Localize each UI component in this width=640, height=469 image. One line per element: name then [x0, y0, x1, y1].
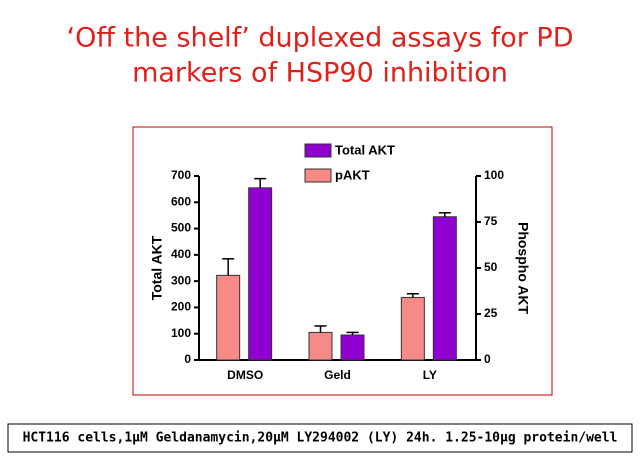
y-tick-label: 0 — [184, 352, 191, 366]
y2-tick-label: 50 — [484, 260, 498, 274]
bar — [248, 187, 273, 361]
x-tick-label: Geld — [324, 368, 351, 382]
y-tick-label: 400 — [171, 247, 191, 261]
x-tick-label: DMSO — [227, 368, 263, 382]
footnote: HCT116 cells,1µM Geldanamycin,20µM LY294… — [23, 431, 618, 446]
footnote-box — [7, 423, 633, 453]
y2-tick-label: 75 — [484, 214, 498, 228]
legend-swatch — [304, 143, 332, 158]
y2-tick-label: 25 — [484, 306, 498, 320]
y-tick-label: 500 — [171, 221, 191, 235]
y2-axis-label: Phospho AKT — [515, 222, 531, 314]
legend-swatch — [304, 168, 332, 183]
y-tick-label: 700 — [171, 168, 191, 182]
bar — [340, 334, 365, 361]
legend-label: pAKT — [335, 167, 370, 182]
chart: 0 100 200 300 400 500 600 700 0 25 50 75 100 Total AK… — [149, 142, 532, 382]
bar — [216, 274, 241, 361]
legend-label: Total AKT — [335, 142, 395, 157]
y2-tick-label: 0 — [484, 352, 491, 366]
y-tick-label: 300 — [171, 273, 191, 287]
bar — [400, 296, 425, 361]
bar — [308, 331, 333, 361]
y-tick-label: 600 — [171, 194, 191, 208]
y-tick-label: 100 — [171, 326, 191, 340]
chart-frame — [132, 126, 553, 396]
slide-title: ‘Off the shelf’ duplexed assays for PD — [66, 23, 573, 54]
bar — [432, 216, 457, 361]
x-tick-label: LY — [423, 368, 437, 382]
slide-title: markers of HSP90 inhibition — [132, 58, 508, 89]
y-tick-label: 200 — [171, 300, 191, 314]
y-axis-label: Total AKT — [149, 235, 165, 300]
y2-tick-label: 100 — [484, 168, 504, 182]
